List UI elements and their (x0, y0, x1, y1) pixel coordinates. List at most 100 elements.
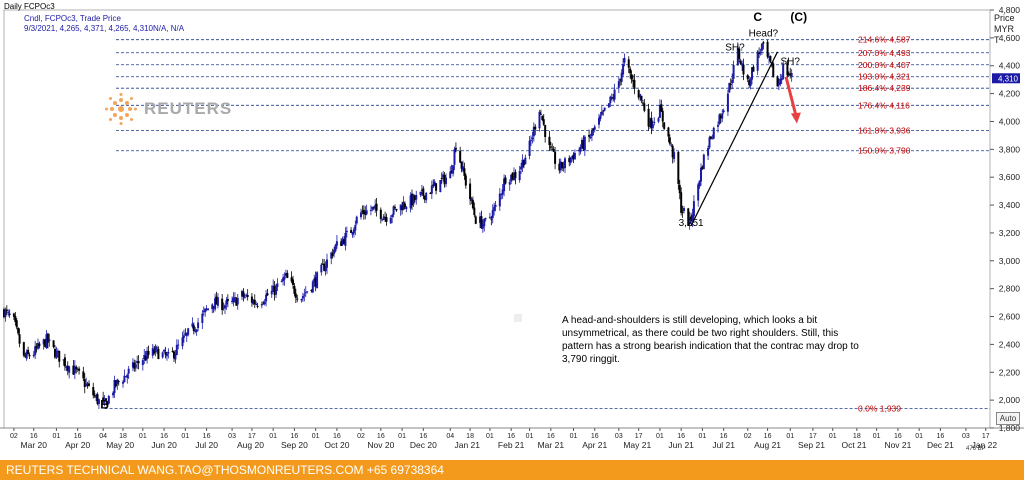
pattern-annotation: B (100, 398, 109, 412)
candle-body (677, 151, 680, 184)
x-day-label: 16 (894, 433, 902, 440)
candle-body (463, 168, 466, 176)
candle-body (95, 395, 98, 398)
candle-body (263, 301, 266, 305)
candle-body (163, 349, 166, 352)
legend-ohlc-values: 9/3/2021, 4,265, 4,371, 4,265, 4,310N/A,… (24, 24, 185, 33)
candle-body (107, 396, 110, 404)
auto-scale-button[interactable]: Auto (996, 412, 1020, 425)
candle-body (552, 149, 555, 152)
candle-body (151, 348, 154, 356)
candle-body (294, 293, 297, 298)
candle-body (360, 212, 362, 218)
candle-body (419, 191, 422, 195)
candle-body (445, 177, 447, 184)
candle-body (276, 283, 279, 287)
candle-body (532, 126, 535, 137)
candle-body (164, 351, 167, 355)
candle-body (640, 95, 643, 101)
candle-body (17, 327, 20, 334)
candle-body (698, 180, 701, 187)
candle-body (413, 195, 416, 201)
fib-level-label: 176.4% 4,116 (858, 100, 910, 110)
x-day-label: 03 (615, 433, 623, 440)
pattern-annotation: SH? (725, 42, 745, 53)
candle-body (384, 216, 387, 218)
candle-body (564, 158, 566, 169)
candle-body (364, 211, 367, 215)
candle-body (202, 310, 205, 312)
candle-body (559, 161, 562, 170)
pattern-annotation: (C) (790, 10, 807, 24)
candle-body (738, 48, 741, 60)
candle-body (391, 214, 394, 218)
candle-body (116, 379, 119, 385)
candle-body (175, 344, 178, 355)
fib-level-label: 0.0% 1,939 (858, 404, 901, 414)
candle-body (518, 171, 521, 181)
candle-body (252, 300, 255, 305)
x-day-label: 16 (419, 433, 427, 440)
x-day-label: 16 (30, 433, 38, 440)
candle-body (568, 158, 571, 163)
candle-body (185, 332, 188, 337)
candle-body (452, 165, 455, 174)
y-tick-label: 3,600 (999, 172, 1021, 182)
candle-body (741, 63, 744, 66)
candle-body (124, 376, 127, 378)
candle-body (588, 134, 591, 137)
candle-body (321, 263, 324, 265)
candle-body (779, 79, 782, 85)
series-legend: Cndl, FCPOc3, Trade Price 9/3/2021, 4,26… (24, 14, 184, 34)
candle-body (460, 161, 463, 169)
x-month-label: Aug 20 (237, 440, 264, 450)
x-month-label: Jul 20 (195, 440, 218, 450)
candle-body (610, 97, 613, 99)
candle-body (194, 330, 197, 332)
x-day-label: 01 (915, 433, 923, 440)
candle-body (766, 41, 769, 57)
candle-body (780, 78, 783, 81)
candle-body (554, 151, 557, 164)
candle-body (450, 170, 453, 173)
candle-body (653, 121, 656, 123)
candle-body (658, 104, 661, 118)
x-day-label: 16 (547, 433, 555, 440)
candle-body (231, 300, 234, 303)
candle-body (787, 73, 790, 76)
candle-body (146, 350, 149, 360)
x-month-label: Sep 21 (798, 440, 825, 450)
candle-body (542, 119, 545, 125)
candle-body (379, 209, 382, 220)
candle-body (732, 64, 735, 79)
candle-body (668, 137, 671, 144)
candle-body (215, 296, 218, 305)
candle-body (275, 285, 277, 295)
candle-body (759, 51, 762, 53)
candle-body (365, 210, 368, 215)
y-tick-label: 4,800 (999, 5, 1021, 15)
x-day-label: 02 (10, 433, 18, 440)
candle-body (266, 293, 269, 296)
candle-body (273, 286, 276, 295)
candle-body (598, 117, 600, 125)
candle-body (286, 272, 289, 278)
chart-title: Daily FCPOc3 (4, 2, 55, 11)
candle-body (589, 136, 592, 138)
candle-body (731, 79, 734, 84)
candle-body (464, 175, 467, 186)
candle-body (782, 64, 785, 79)
candle-body (201, 313, 204, 323)
candle-body (341, 239, 344, 245)
fib-level-label: 193.0% 4,321 (858, 72, 911, 82)
x-day-label: 16 (720, 433, 728, 440)
candle-body (14, 316, 17, 322)
candle-body (153, 349, 156, 354)
x-day-label: 17 (809, 433, 817, 440)
candle-body (113, 380, 116, 394)
candle-body (192, 325, 195, 331)
x-day-label: 16 (203, 433, 211, 440)
candle-body (449, 171, 452, 179)
candle-body (105, 398, 107, 401)
candle-body (143, 354, 146, 360)
